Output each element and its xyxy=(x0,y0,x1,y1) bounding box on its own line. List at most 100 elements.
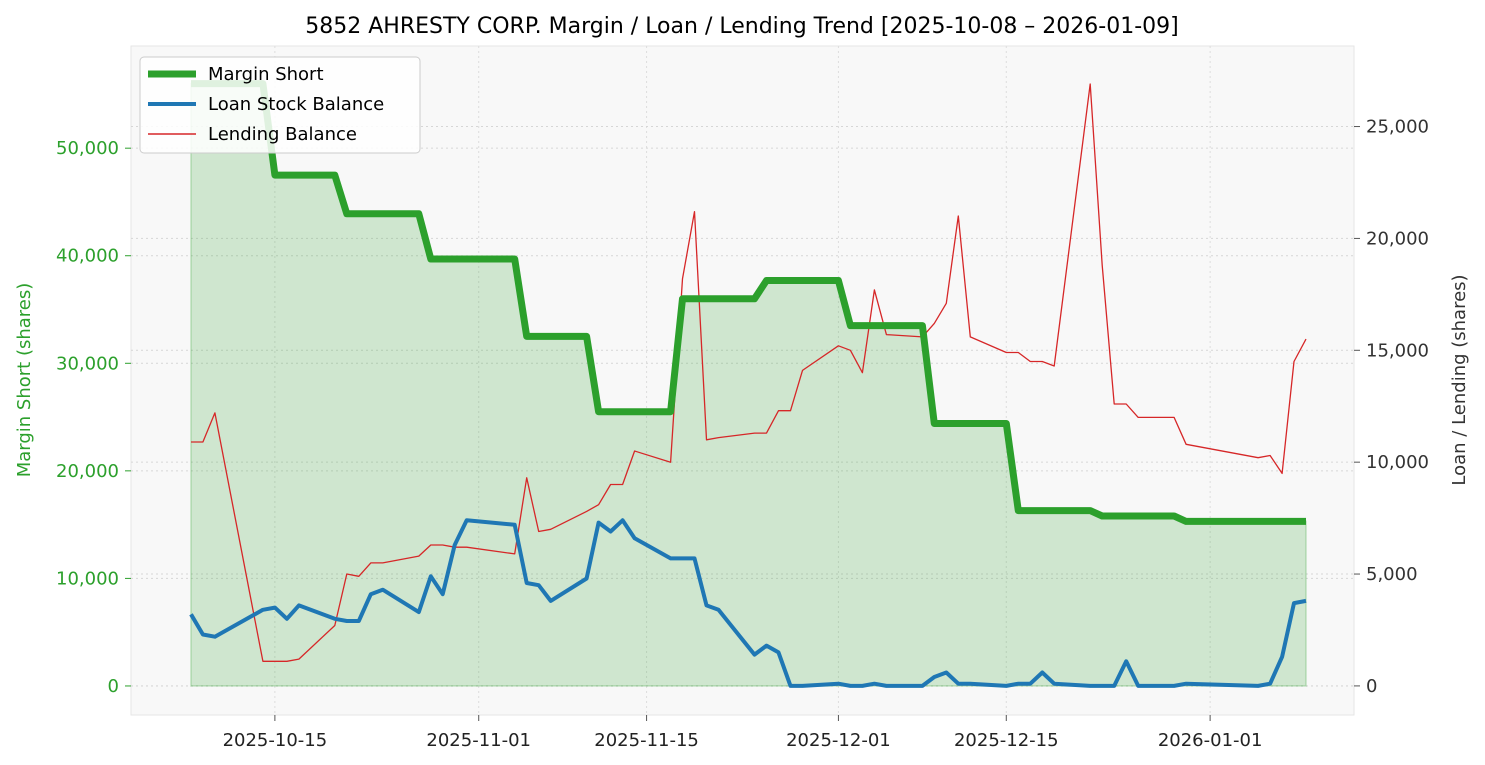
margin-short-point-45 xyxy=(967,420,974,427)
lending-balance-point-4 xyxy=(274,661,275,662)
lending-balance-point-17 xyxy=(514,553,515,554)
margin-short-point-37 xyxy=(847,322,854,329)
loan-stock-balance-point-36 xyxy=(836,682,840,686)
chart-title: 5852 AHRESTY CORP. Margin / Loan / Lendi… xyxy=(305,14,1178,39)
lending-balance-point-57 xyxy=(1185,444,1186,445)
loan-stock-balance-point-39 xyxy=(872,682,876,686)
y-left-tick-label-2: 20,000 xyxy=(56,461,119,482)
margin-short-point-11 xyxy=(379,210,386,217)
y-left-tick-label-4: 40,000 xyxy=(56,246,119,267)
lending-balance-point-49 xyxy=(1042,361,1043,362)
lending-balance-point-59 xyxy=(1269,455,1270,456)
loan-stock-balance-point-48 xyxy=(1028,682,1032,686)
lending-balance-point-40 xyxy=(886,334,887,335)
y-left-tick-label-5: 50,000 xyxy=(56,138,119,159)
lending-balance-point-35 xyxy=(802,370,803,371)
margin-short-point-58 xyxy=(1255,518,1262,525)
loan-stock-balance-point-42 xyxy=(932,675,936,679)
loan-stock-balance-point-15 xyxy=(453,543,457,547)
lending-balance-point-50 xyxy=(1054,365,1055,366)
margin-short-point-28 xyxy=(691,295,698,302)
lending-balance-point-34 xyxy=(790,410,791,411)
margin-short-point-57 xyxy=(1183,518,1190,525)
lending-balance-point-58 xyxy=(1257,457,1258,458)
loan-stock-balance-point-49 xyxy=(1040,671,1044,675)
loan-stock-balance-point-25 xyxy=(633,536,637,540)
lending-balance-point-11 xyxy=(382,562,383,563)
lending-balance-point-42 xyxy=(934,323,935,324)
lending-balance-point-33 xyxy=(778,410,779,411)
x-tick-label-4: 2025-12-15 xyxy=(954,730,1059,751)
loan-stock-balance-point-38 xyxy=(860,684,864,688)
margin-short-point-33 xyxy=(775,277,782,284)
loan-stock-balance-point-8 xyxy=(345,619,349,623)
loan-stock-balance-point-24 xyxy=(621,518,625,522)
lines-layer xyxy=(189,80,1310,688)
lending-balance-point-23 xyxy=(610,484,611,485)
margin-short-point-50 xyxy=(1051,507,1058,514)
loan-stock-balance-line xyxy=(189,518,1307,688)
lending-balance-point-55 xyxy=(1138,417,1139,418)
margin-short-point-31 xyxy=(751,295,758,302)
loan-stock-balance-point-5 xyxy=(285,617,289,621)
lending-balance-point-13 xyxy=(430,544,431,545)
lending-balance-point-29 xyxy=(706,439,707,440)
loan-stock-balance-point-23 xyxy=(609,530,613,534)
loan-stock-balance-point-27 xyxy=(681,556,685,560)
lending-balance-point-51 xyxy=(1090,83,1091,84)
lending-balance-point-53 xyxy=(1114,403,1115,404)
loan-stock-balance-point-26 xyxy=(669,556,673,560)
margin-short-point-40 xyxy=(883,322,890,329)
y-left-tick-label-1: 10,000 xyxy=(56,568,119,589)
lending-balance-point-56 xyxy=(1173,417,1174,418)
loan-stock-balance-point-29 xyxy=(705,603,709,607)
loan-stock-balance-point-9 xyxy=(357,619,361,623)
loan-stock-balance-point-13 xyxy=(429,574,433,578)
y-right-tick-label-1: 5,000 xyxy=(1366,564,1418,585)
margin-short-point-14 xyxy=(439,256,446,263)
margin-short-point-38 xyxy=(859,322,866,329)
x-tick-label-1: 2025-11-01 xyxy=(426,730,531,751)
loan-stock-balance-point-58 xyxy=(1256,684,1260,688)
margin-short-point-36 xyxy=(835,277,842,284)
y-left-tick-label-0: 0 xyxy=(108,676,119,697)
x-tick-label-3: 2025-12-01 xyxy=(786,730,891,751)
loan-stock-balance-point-0 xyxy=(189,612,193,616)
loan-stock-balance-point-31 xyxy=(753,653,757,657)
margin-short-point-7 xyxy=(331,172,338,179)
margin-short-point-55 xyxy=(1135,513,1142,520)
margin-short-line xyxy=(191,80,1306,525)
lending-balance-point-61 xyxy=(1293,361,1294,362)
y-left-axis-label: Margin Short (shares) xyxy=(14,283,35,478)
loan-stock-balance-point-62 xyxy=(1304,599,1308,603)
loan-stock-balance-point-16 xyxy=(465,518,469,522)
lending-balance-point-20 xyxy=(550,529,551,530)
loan-stock-balance-point-20 xyxy=(549,599,553,603)
lending-balance-point-1 xyxy=(202,441,203,442)
lending-balance-point-46 xyxy=(1006,352,1007,353)
margin-short-point-62 xyxy=(1303,518,1310,525)
lending-balance-point-43 xyxy=(946,303,947,304)
lending-balance-point-7 xyxy=(334,625,335,626)
margin-short-point-9 xyxy=(355,210,362,217)
loan-stock-balance-point-11 xyxy=(381,588,385,592)
loan-stock-balance-point-22 xyxy=(597,521,601,525)
lending-balance-point-44 xyxy=(958,215,959,216)
margin-short-point-26 xyxy=(667,408,674,415)
loan-stock-balance-point-33 xyxy=(777,650,781,654)
lending-balance-point-24 xyxy=(622,484,623,485)
margin-short-point-24 xyxy=(619,408,626,415)
loan-stock-balance-point-56 xyxy=(1172,684,1176,688)
loan-stock-balance-point-44 xyxy=(956,682,960,686)
margin-short-point-5 xyxy=(283,172,290,179)
loan-stock-balance-point-52 xyxy=(1100,684,1104,688)
margin-short-point-59 xyxy=(1267,518,1274,525)
margin-short-point-10 xyxy=(367,210,374,217)
loan-stock-balance-point-10 xyxy=(369,592,373,596)
y-left-tick-label-3: 30,000 xyxy=(56,353,119,374)
margin-short-point-54 xyxy=(1123,513,1130,520)
margin-short-point-48 xyxy=(1027,507,1034,514)
loan-stock-balance-point-28 xyxy=(693,556,697,560)
margin-short-point-19 xyxy=(535,333,542,340)
loan-stock-balance-point-4 xyxy=(273,606,277,610)
